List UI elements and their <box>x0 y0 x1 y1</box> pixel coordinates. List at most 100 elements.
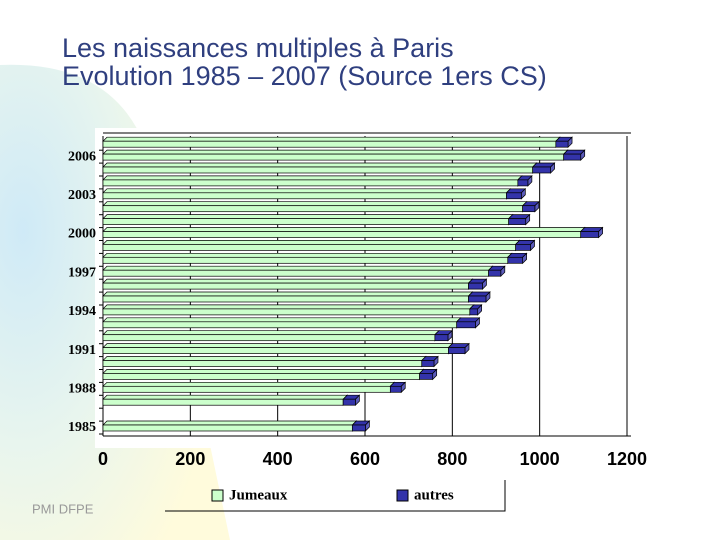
bar <box>102 304 475 316</box>
y-tick-label: 1985 <box>68 420 96 435</box>
bar-face <box>555 140 569 148</box>
x-tick-label: 400 <box>263 449 293 469</box>
bar-face <box>102 240 521 245</box>
bar-face <box>102 192 507 200</box>
bar <box>467 278 488 290</box>
bar-face <box>102 252 513 258</box>
bar-face <box>102 398 344 406</box>
bar <box>102 420 358 432</box>
bar <box>102 162 538 174</box>
bar-face <box>102 140 557 148</box>
bar-face <box>102 175 523 181</box>
bar <box>102 136 561 149</box>
bar-face <box>102 295 469 303</box>
bar <box>531 162 556 174</box>
bar <box>102 381 396 394</box>
bar-face <box>508 218 527 225</box>
bar-face <box>102 218 510 225</box>
x-tick-label: 0 <box>98 449 108 469</box>
bar-face <box>102 334 436 342</box>
bar-face <box>102 244 516 251</box>
y-tick-label: 1997 <box>68 265 96 280</box>
bar-face <box>563 153 582 161</box>
bar <box>102 355 427 368</box>
bar <box>102 265 494 278</box>
bar-face <box>522 205 536 213</box>
y-tick-label: 2006 <box>68 149 96 164</box>
bar-face <box>102 394 349 400</box>
x-tick-label: 1000 <box>520 449 560 469</box>
bar-face <box>102 166 534 174</box>
bar <box>102 291 474 303</box>
bar-face <box>448 347 466 354</box>
bar-face <box>102 347 449 354</box>
bar <box>102 329 440 342</box>
bar-face <box>102 291 474 297</box>
bar <box>102 213 514 226</box>
bar-face <box>102 381 396 387</box>
bar-face <box>102 321 458 329</box>
bar-face <box>102 265 494 271</box>
bar-face <box>389 385 402 393</box>
bar-face <box>102 201 528 207</box>
bar-face <box>102 330 440 336</box>
bar <box>447 342 470 355</box>
bar <box>102 187 512 200</box>
bar <box>102 200 528 213</box>
bar-face <box>102 188 512 194</box>
bar-face <box>102 356 427 361</box>
bar <box>467 291 491 303</box>
bar-face <box>102 179 519 187</box>
bar-face <box>102 424 353 432</box>
bar-face <box>102 269 489 277</box>
bar-face <box>102 317 462 323</box>
bar-face <box>102 308 471 316</box>
legend-label: autres <box>414 487 454 503</box>
bar-face <box>469 308 479 316</box>
bar-face <box>515 244 531 251</box>
bar-face <box>102 231 582 238</box>
bar-face <box>102 149 569 155</box>
chart-subtitle: Evolution 1985 – 2007 (Source 1ers CS) <box>62 61 547 91</box>
bar <box>579 226 604 239</box>
bar <box>102 342 454 355</box>
bar-face <box>434 334 449 342</box>
bar-face <box>468 282 483 290</box>
y-tick-label: 2003 <box>68 188 96 203</box>
bar-face <box>102 153 565 161</box>
bar <box>420 355 439 368</box>
bar <box>468 304 483 316</box>
bar-face <box>102 369 425 374</box>
bar <box>102 175 523 187</box>
bar-face <box>468 295 487 303</box>
bar <box>507 213 531 226</box>
bar <box>516 175 533 187</box>
x-tick-label: 200 <box>175 449 205 469</box>
bar <box>102 316 462 329</box>
bar <box>342 394 361 407</box>
bar <box>562 149 586 161</box>
legend-label: Jumeaux <box>229 487 288 503</box>
y-tick-label: 1994 <box>68 304 96 319</box>
bar-face <box>506 192 522 200</box>
bar <box>102 226 586 239</box>
bar-face <box>102 373 420 380</box>
bar-face <box>102 227 586 232</box>
bar-face <box>102 420 358 426</box>
bar <box>418 368 438 381</box>
bar-face <box>419 373 434 380</box>
bar-face <box>456 321 476 329</box>
x-tick-label: 800 <box>437 449 467 469</box>
bar-face <box>102 214 514 219</box>
bar-face <box>351 424 366 432</box>
bar <box>102 239 521 252</box>
bar <box>521 200 540 213</box>
y-tick-label: 1991 <box>68 343 96 358</box>
footer: PMI DFPE <box>32 501 94 516</box>
x-tick-label: 1200 <box>607 449 647 469</box>
bar <box>102 394 349 407</box>
bar-face <box>102 256 509 264</box>
bar <box>514 239 536 252</box>
bar <box>455 316 481 329</box>
legend-swatch <box>396 489 409 502</box>
